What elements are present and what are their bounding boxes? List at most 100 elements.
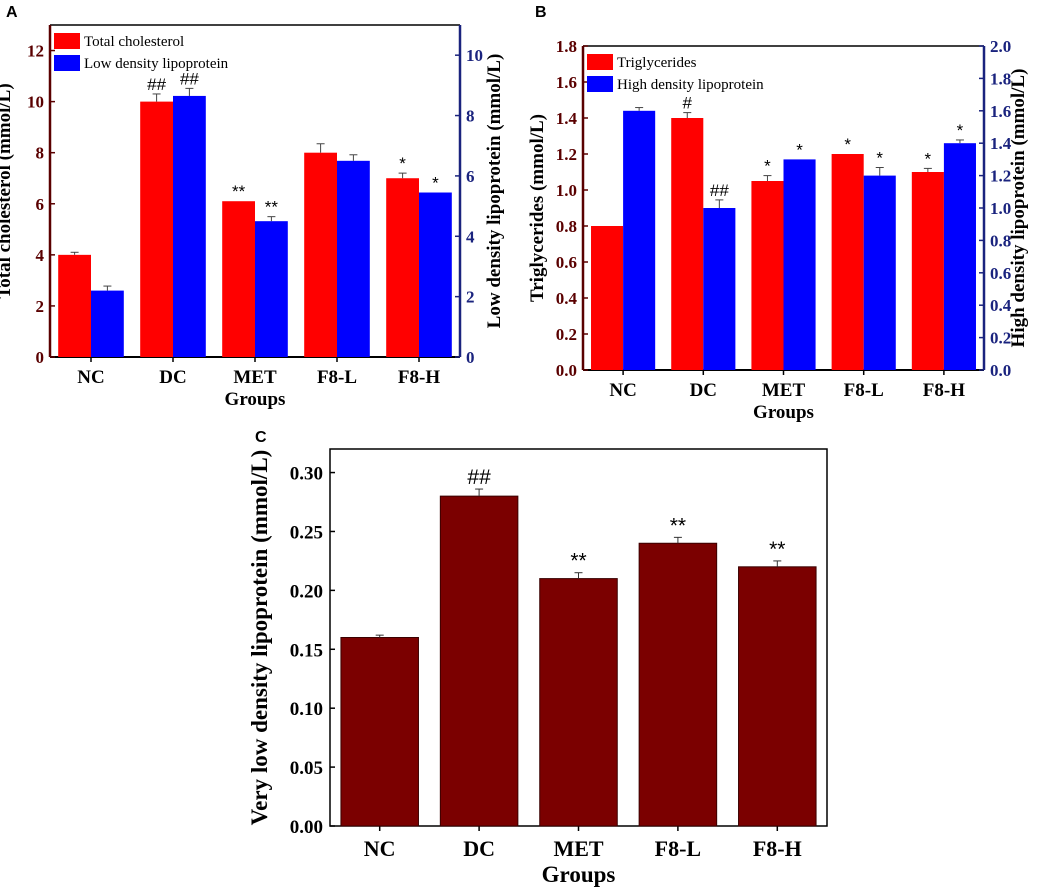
panel-a-bar-low-density-lipoprotein: [173, 95, 206, 357]
panel-a-significance-label: ##: [180, 69, 199, 88]
panel-c-bar: [539, 578, 618, 827]
panel-c-bar: [340, 637, 419, 827]
panel-a-category-label: F8-H: [398, 367, 440, 388]
panel-b-significance-label: #: [683, 94, 693, 113]
panel-b-bar-triglycerides: [911, 172, 944, 370]
panel-a-right-tick-label: 2: [466, 288, 475, 307]
panel-b-right-tick-label: 0.8: [990, 231, 1011, 250]
panel-b-category-label: DC: [690, 380, 717, 401]
panel-c-bar: [638, 542, 718, 827]
panel-a-category-label: MET: [233, 367, 277, 388]
panel-c-significance-label: **: [570, 550, 586, 573]
panel-b-bar-triglycerides: [751, 181, 784, 370]
panel-c-category-label: F8-H: [753, 836, 802, 861]
panel-c-y-tick-label: 0.10: [290, 699, 323, 720]
panel-c-significance-label: **: [670, 514, 686, 537]
panel-a-significance-label: *: [399, 154, 406, 173]
panel-a-legend-label: Total cholesterol: [84, 34, 184, 50]
panel-b-bar-high-density-lipoprotein: [863, 175, 896, 370]
panel-a-legend-label: Low density lipoprotein: [84, 56, 229, 72]
panel-b-bar-triglycerides: [831, 154, 864, 370]
panel-a-left-tick-label: 12: [27, 42, 44, 61]
panel-a-left-tick-label: 8: [36, 144, 45, 163]
panel-a-left-tick-label: 4: [36, 246, 45, 265]
panel-c-y-tick-label: 0.15: [290, 640, 323, 661]
panel-c-y-tick-label: 0.00: [290, 817, 323, 838]
panel-b-legend-swatch: [587, 76, 613, 92]
panel-c-significance-label: **: [769, 538, 785, 561]
panel-b-right-tick-label: 0.0: [990, 361, 1011, 380]
panel-b-bar-high-density-lipoprotein: [943, 143, 976, 370]
panel-b-category-label: F8-L: [844, 380, 884, 401]
panel-b-right-tick-label: 1.2: [990, 167, 1011, 186]
panel-a-letter: A: [6, 4, 18, 21]
panel-b-left-axis-title: Triglycerides (mmol/L): [527, 114, 548, 302]
panel-b-significance-label: *: [925, 149, 932, 168]
panel-c-y-tick-label: 0.20: [290, 581, 323, 602]
panel-c-y-axis-title: Very low density lipoprotein (mmol/L): [247, 450, 272, 826]
panel-a-significance-label: *: [432, 174, 439, 193]
panel-b-left-tick-label: 1.8: [556, 37, 577, 56]
panel-b-letter: B: [535, 4, 547, 21]
panel-a-significance-label: ##: [147, 75, 166, 94]
panel-b-right-tick-label: 0.6: [990, 264, 1011, 283]
panel-a-legend-swatch: [54, 55, 80, 71]
panel-a-category-label: F8-L: [317, 367, 357, 388]
panel-c-category-label: DC: [463, 836, 495, 861]
panel-c-y-tick-label: 0.05: [290, 758, 323, 779]
panel-b-x-axis-title: Groups: [753, 402, 814, 423]
panel-b-right-tick-label: 1.0: [990, 199, 1011, 218]
panel-b-category-label: MET: [762, 380, 806, 401]
panel-c-letter: C: [255, 429, 267, 446]
panel-b-right-tick-label: 2.0: [990, 37, 1011, 56]
panel-b-left-tick-label: 1.2: [556, 145, 577, 164]
panel-c-chart: C 0.00 0.05 0.10 0.15 0.20 0.25 0.30 NC DC ## MET *…: [247, 429, 828, 887]
panel-c-bar: [738, 566, 817, 827]
panel-a-left-tick-label: 0: [36, 348, 45, 367]
panel-a-category-label: NC: [77, 367, 104, 388]
panel-a-left-tick-label: 10: [27, 93, 44, 112]
panel-b-right-tick-label: 0.4: [990, 296, 1012, 315]
panel-b-significance-label: *: [764, 157, 771, 176]
panel-a-right-tick-label: 8: [466, 107, 475, 126]
panel-b-left-tick-label: 0.0: [556, 361, 577, 380]
panel-a-right-tick-label: 4: [466, 227, 475, 246]
panel-a-left-tick-label: 6: [36, 195, 45, 214]
panel-b-left-tick-label: 0.2: [556, 325, 577, 344]
panel-a-left-axis-title: Total cholesterol (mmol/L): [0, 83, 15, 298]
panel-b-left-tick-label: 1.4: [556, 109, 578, 128]
panel-b-bar-high-density-lipoprotein: [623, 110, 656, 371]
panel-a-legend-swatch: [54, 33, 80, 49]
panel-b-left-tick-label: 1.0: [556, 181, 577, 200]
panel-b-right-tick-label: 1.8: [990, 69, 1011, 88]
panel-a-bar-total-cholesterol: [304, 152, 337, 357]
panel-b-bar-triglycerides: [591, 226, 624, 370]
panel-c-category-label: NC: [364, 836, 396, 861]
panel-a-bar-total-cholesterol: [140, 101, 173, 357]
panel-c-category-label: MET: [553, 836, 603, 861]
panel-a-bar-low-density-lipoprotein: [419, 192, 452, 357]
panel-c-significance-label: ##: [467, 466, 491, 489]
panel-b-bar-high-density-lipoprotein: [783, 159, 816, 370]
panel-b-right-axis-title: High density lipoprotein (mmol/L): [1008, 69, 1029, 348]
panel-b-left-tick-label: 1.6: [556, 73, 577, 92]
panel-a-right-axis-title: Low density lipoprotein (mmol/L): [484, 54, 505, 329]
panel-b-right-tick-label: 0.2: [990, 329, 1011, 348]
panel-b-significance-label: *: [957, 121, 964, 140]
panel-b-significance-label: *: [844, 135, 851, 154]
panel-b-right-tick-label: 1.6: [990, 102, 1011, 121]
panel-a-significance-label: **: [265, 198, 279, 217]
panel-b-bar-high-density-lipoprotein: [703, 208, 736, 370]
panel-a-category-label: DC: [159, 367, 186, 388]
panel-b-significance-label: ##: [710, 181, 729, 200]
panel-b-left-tick-label: 0.6: [556, 253, 577, 272]
panel-a-bar-low-density-lipoprotein: [255, 221, 288, 357]
panel-a-right-tick-label: 6: [466, 167, 475, 186]
panel-c-category-label: F8-L: [655, 836, 701, 861]
panel-c-bar: [439, 495, 519, 827]
panel-a-x-axis-title: Groups: [225, 389, 286, 410]
panel-b-legend-label: High density lipoprotein: [617, 77, 764, 93]
panel-a-right-tick-label: 0: [466, 348, 475, 367]
panel-a-bar-total-cholesterol: [58, 254, 91, 357]
